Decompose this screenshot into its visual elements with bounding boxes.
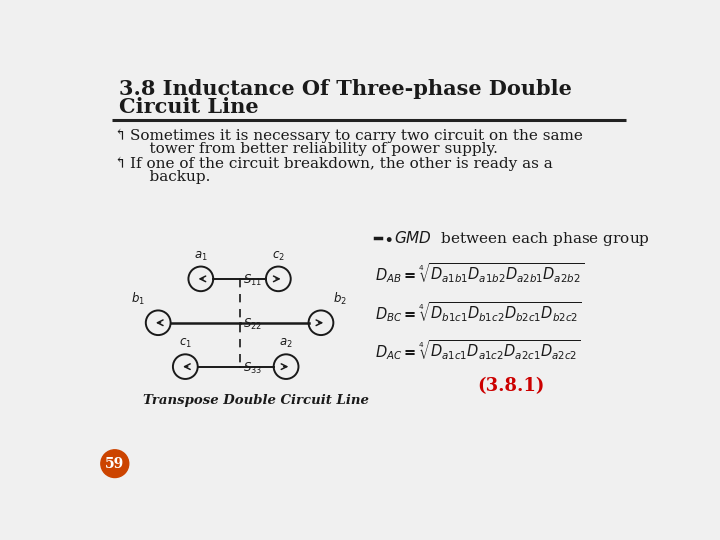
Text: Sometimes it is necessary to carry two circuit on the same: Sometimes it is necessary to carry two c… xyxy=(130,130,583,144)
Text: $\mathit{GMD}$  between each phase group: $\mathit{GMD}$ between each phase group xyxy=(394,228,649,247)
Text: ↰: ↰ xyxy=(113,130,126,144)
Circle shape xyxy=(101,450,129,477)
Text: $\boldsymbol{D_{AB} = \sqrt[4]{D_{a1b1}D_{a1b2}D_{a2b1}D_{a2b2}}}$: $\boldsymbol{D_{AB} = \sqrt[4]{D_{a1b1}D… xyxy=(375,261,584,285)
Text: Circuit Line: Circuit Line xyxy=(120,97,259,117)
Text: $a_1$: $a_1$ xyxy=(194,249,207,262)
Text: tower from better reliability of power supply.: tower from better reliability of power s… xyxy=(130,142,498,156)
Text: $b_2$: $b_2$ xyxy=(333,291,346,307)
Text: $\boldsymbol{D_{BC} = \sqrt[4]{D_{b1c1}D_{b1c2}D_{b2c1}D_{b2c2}}}$: $\boldsymbol{D_{BC} = \sqrt[4]{D_{b1c1}D… xyxy=(375,300,582,323)
Text: $S_{11}$: $S_{11}$ xyxy=(243,273,262,288)
Text: $S_{22}$: $S_{22}$ xyxy=(243,317,262,332)
Text: $a_2$: $a_2$ xyxy=(279,338,293,350)
Text: $b_1$: $b_1$ xyxy=(131,291,145,307)
Text: 59: 59 xyxy=(105,457,125,471)
Text: $S_{33}$: $S_{33}$ xyxy=(243,361,262,376)
Text: If one of the circuit breakdown, the other is ready as a: If one of the circuit breakdown, the oth… xyxy=(130,157,553,171)
Text: $c_1$: $c_1$ xyxy=(179,338,192,350)
Text: 3.8 Inductance Of Three-phase Double: 3.8 Inductance Of Three-phase Double xyxy=(120,79,572,99)
Text: Transpose Double Circuit Line: Transpose Double Circuit Line xyxy=(143,394,369,407)
Text: $\boldsymbol{D_{AC} = \sqrt[4]{D_{a1c1}D_{a1c2}D_{a2c1}D_{a2c2}}}$: $\boldsymbol{D_{AC} = \sqrt[4]{D_{a1c1}D… xyxy=(375,338,581,362)
Text: $\bullet$: $\bullet$ xyxy=(383,229,392,247)
Text: backup.: backup. xyxy=(130,170,211,184)
Text: ↰: ↰ xyxy=(113,157,126,171)
Text: $c_2$: $c_2$ xyxy=(272,249,285,262)
Text: (3.8.1): (3.8.1) xyxy=(477,377,544,395)
